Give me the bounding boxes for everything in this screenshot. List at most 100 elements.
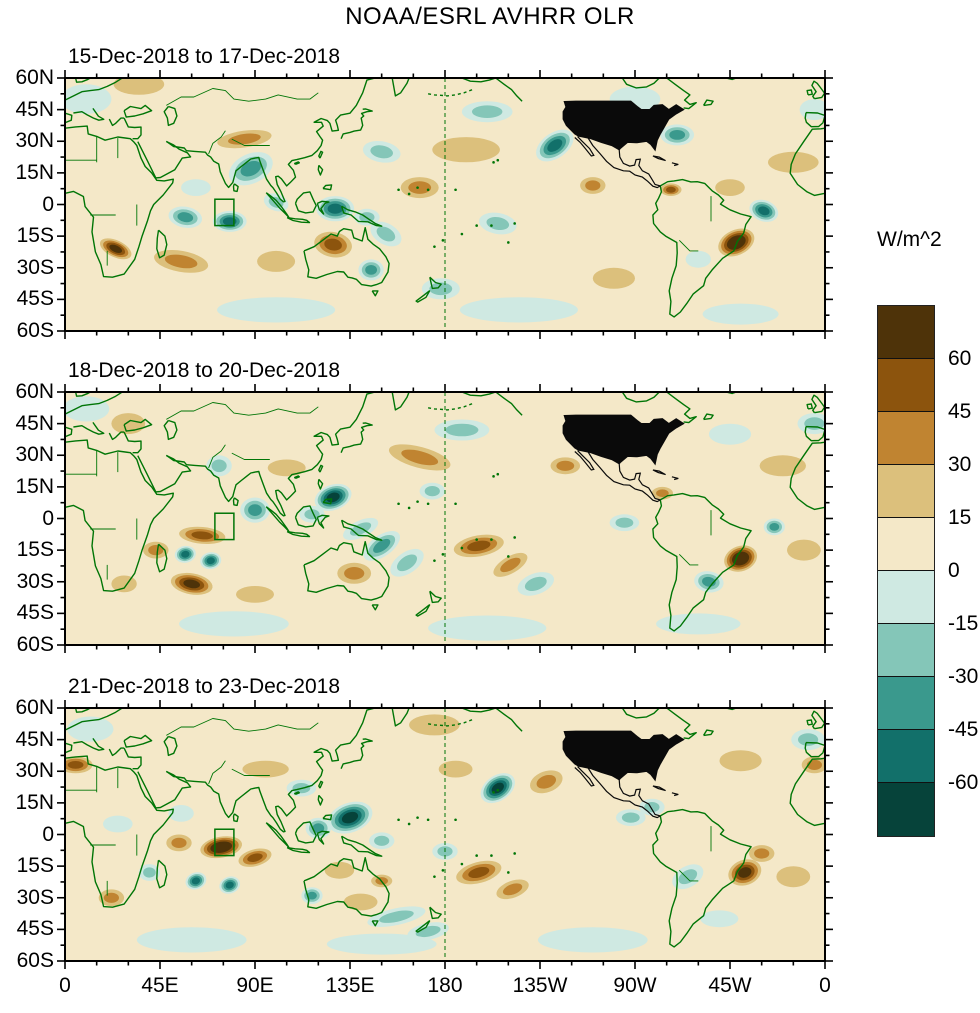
colorbar-segment (878, 677, 934, 730)
island-dot (416, 186, 419, 189)
roi-box (214, 512, 235, 541)
island-dot (433, 559, 436, 562)
lat-tick-label: 0 (42, 506, 54, 530)
colorbar-segment (878, 624, 934, 677)
island-dot (507, 555, 510, 558)
island-dot (496, 158, 500, 162)
lat-tick-label: 60S (16, 319, 54, 342)
lat-tick-label: 60N (15, 380, 54, 403)
island-dot (416, 500, 419, 503)
colorbar-segment (878, 730, 934, 783)
island-dot (460, 546, 464, 550)
colorbar-segment (878, 359, 934, 412)
lat-tick-label: 30N (15, 443, 54, 467)
colorbar-tick-label: -15 (948, 612, 979, 635)
usa-filled-region (562, 100, 685, 152)
island-dot (490, 854, 493, 857)
island-dot (492, 791, 495, 794)
usa-filled-region (562, 730, 685, 782)
island-dot (496, 788, 500, 792)
lat-tick-label: 30N (15, 129, 54, 153)
island-dot (441, 239, 445, 242)
lat-tick-label: 30N (15, 759, 54, 783)
usa-overlay (562, 100, 685, 189)
colorbar-segment (878, 412, 934, 465)
lat-tick-label: 15N (15, 790, 54, 814)
island-dot (507, 241, 510, 244)
island-dot (460, 862, 464, 866)
colorbar-tick-label: 30 (948, 453, 972, 476)
island-dot (475, 854, 478, 857)
lat-tick-label: 45N (15, 727, 54, 751)
lon-tick-label: 90W (613, 974, 657, 997)
lat-tick-label: 45S (16, 601, 54, 625)
coastlines (65, 392, 825, 632)
island-dot (475, 224, 478, 227)
lat-tick-label: 45S (16, 917, 54, 941)
island-dot (416, 816, 419, 819)
island-dot (507, 871, 510, 874)
colorbar-segment (878, 306, 934, 359)
coastlines (65, 708, 825, 948)
island-dot (397, 502, 400, 506)
colorbar-segment (878, 518, 934, 571)
island-dot (433, 245, 436, 248)
island-dot (513, 222, 516, 225)
lat-tick-label: 15N (15, 160, 54, 184)
colorbar-segment (878, 571, 934, 624)
colorbar-tick-label: 60 (948, 347, 972, 370)
lat-tick-label: 15N (15, 474, 54, 498)
lat-tick-label: 45N (15, 411, 54, 435)
map-panel-1 (57, 70, 833, 339)
usa-overlay (562, 414, 685, 503)
island-dot (441, 869, 445, 872)
roi-box (214, 198, 235, 227)
lon-tick-label: 90E (236, 974, 274, 997)
colorbar-tick-label: -45 (948, 718, 979, 741)
island-dot (441, 553, 445, 556)
colorbar (877, 305, 935, 837)
island-dot (490, 224, 493, 227)
island-dot (492, 161, 495, 164)
panel-date-label: 21-Dec-2018 to 23-Dec-2018 (68, 675, 340, 698)
lat-tick-label: 60S (16, 949, 54, 972)
island-dot (513, 536, 516, 539)
island-dot (407, 192, 411, 196)
usa-overlay (562, 730, 685, 819)
colorbar-tick-label: 0 (948, 559, 960, 582)
panel-border (64, 707, 826, 962)
lat-tick-label: 15S (16, 538, 54, 562)
island-dot (426, 188, 430, 192)
colorbar-unit-label: W/m^2 (877, 228, 942, 251)
colorbar-tick-label: -30 (948, 665, 979, 688)
lon-tick-label: 180 (427, 974, 463, 997)
colorbar-tick-label: 15 (948, 506, 972, 529)
colorbar-segment (878, 465, 934, 518)
lat-tick-label: 15S (16, 224, 54, 248)
lon-tick-label: 45W (708, 974, 752, 997)
lat-tick-label: 60N (15, 66, 54, 89)
island-dot (397, 818, 400, 822)
lat-tick-label: 60S (16, 633, 54, 656)
island-dot (454, 502, 457, 506)
aleutian-islands (427, 402, 473, 411)
lat-tick-label: 0 (42, 192, 54, 216)
lat-tick-label: 30S (16, 885, 54, 909)
map-panel-2 (57, 384, 833, 653)
panel-border (64, 77, 826, 332)
colorbar-tick-label: 45 (948, 400, 972, 423)
colorbar-tick-label: -60 (948, 771, 979, 794)
lat-tick-label: 30S (16, 569, 54, 593)
island-dot (475, 538, 478, 541)
anomaly-contours (65, 714, 825, 955)
island-dot (490, 538, 493, 541)
lat-tick-label: 45S (16, 287, 54, 311)
map-panel-3 (57, 700, 833, 969)
anomaly-contours (65, 396, 825, 641)
lon-tick-label: 0 (819, 974, 831, 997)
island-dot (460, 232, 464, 236)
lat-tick-label: 30S (16, 255, 54, 279)
lon-tick-label: 135E (325, 974, 375, 997)
island-dot (454, 818, 457, 822)
